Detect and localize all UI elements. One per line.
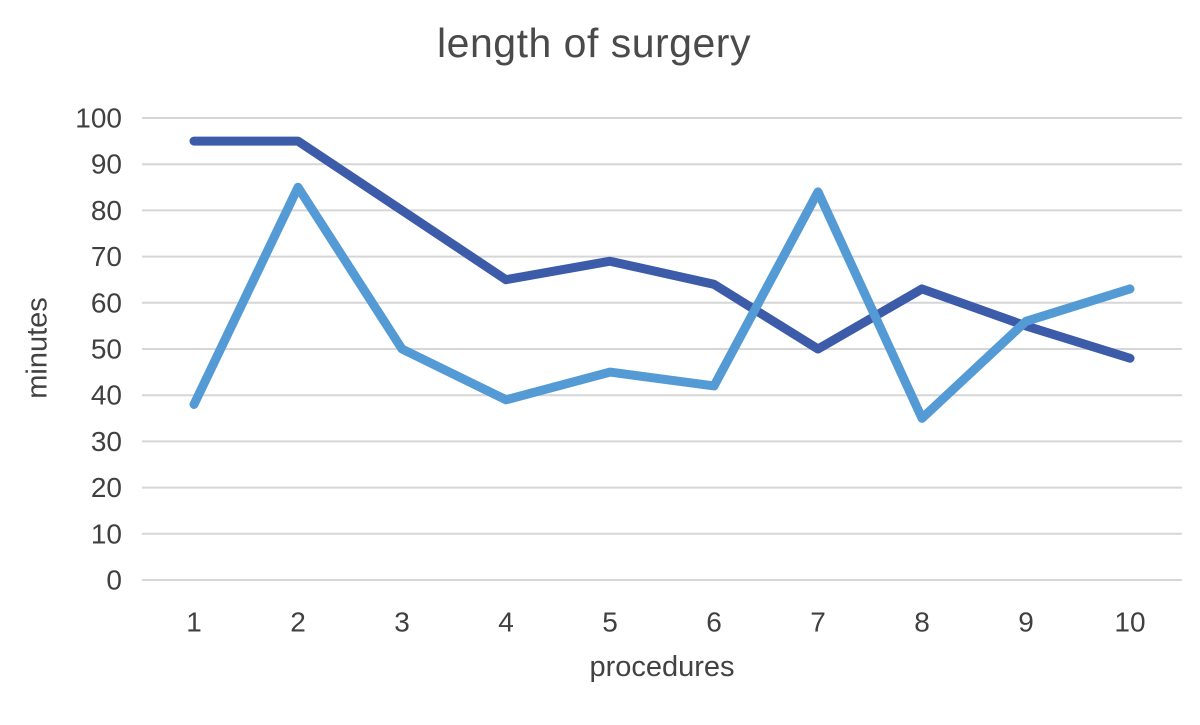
- x-tick-label: 4: [498, 607, 514, 638]
- x-tick-label: 7: [810, 607, 826, 638]
- surgery-length-series-dark-blue-line: [189, 136, 1135, 363]
- y-tick-label: 0: [106, 565, 122, 596]
- y-tick-label: 30: [91, 426, 122, 457]
- x-tick-label: 10: [1114, 607, 1145, 638]
- y-tick-label: 10: [91, 518, 122, 549]
- x-tick-label: 3: [394, 607, 410, 638]
- y-tick-label: 20: [91, 472, 122, 503]
- y-tick-label: 100: [75, 103, 122, 134]
- x-tick-label: 9: [1018, 607, 1034, 638]
- x-tick-label: 2: [290, 607, 306, 638]
- x-tick-label: 8: [914, 607, 930, 638]
- y-tick-label: 60: [91, 287, 122, 318]
- y-tick-label: 90: [91, 149, 122, 180]
- x-axis-title: procedures: [589, 651, 735, 683]
- x-tick-label: 1: [186, 607, 202, 638]
- x-tick-label: 6: [706, 607, 722, 638]
- chart-title: length of surgery: [437, 20, 751, 66]
- y-tick-label: 50: [91, 334, 122, 365]
- y-tick-label: 40: [91, 380, 122, 411]
- x-tick-label: 5: [602, 607, 618, 638]
- surgery-length-series-light-blue-line: [189, 182, 1135, 423]
- y-tick-label: 80: [91, 195, 122, 226]
- y-tick-label: 70: [91, 241, 122, 272]
